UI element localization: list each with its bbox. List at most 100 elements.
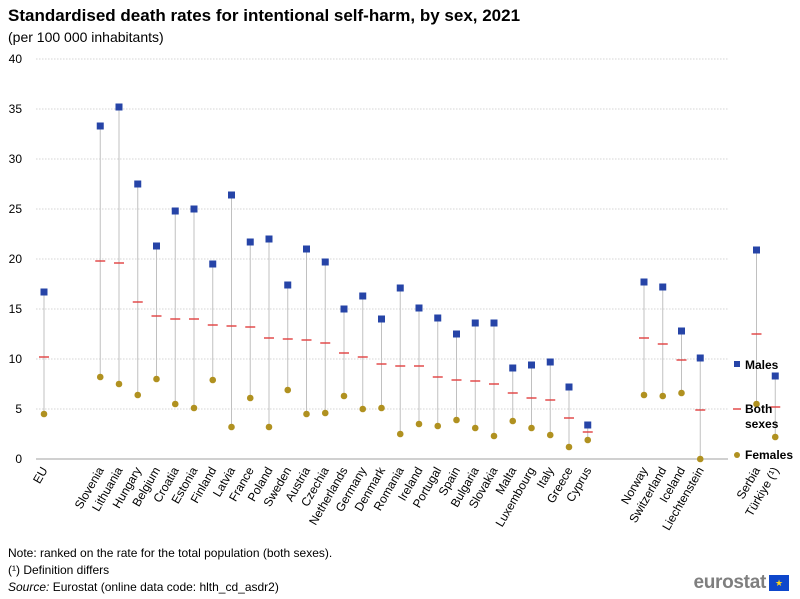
source-label: Source:	[8, 580, 50, 594]
males-point	[771, 372, 779, 380]
males-point	[509, 364, 517, 372]
males-point	[246, 238, 254, 246]
males-point	[115, 103, 123, 111]
males-point	[584, 421, 592, 429]
males-point	[303, 245, 310, 253]
females-point	[471, 424, 479, 432]
males-point	[471, 319, 479, 327]
males-point	[753, 246, 760, 254]
females-point	[40, 410, 48, 418]
males-point	[153, 242, 160, 250]
eu-flag-icon: ★	[769, 575, 789, 591]
males-point	[228, 191, 235, 199]
females-point	[509, 417, 517, 425]
legend-both-label-line1: Both	[745, 402, 772, 416]
females-point	[246, 394, 254, 402]
chart-subtitle: (per 100 000 inhabitants)	[8, 29, 164, 45]
legend-males-label: Males	[745, 358, 779, 372]
dot-plot-chart: 0 5 10 15 20 25 30 35 40 EU SloveniaLithuaniaHung…	[9, 52, 794, 533]
males-point	[659, 283, 667, 291]
females-point	[228, 423, 235, 431]
females-point	[190, 404, 198, 412]
males-point	[640, 278, 648, 286]
males-point	[40, 288, 48, 296]
x-tick-label: EU	[30, 465, 50, 486]
definition-note: (¹) Definition differs	[8, 563, 110, 577]
males-point	[415, 304, 423, 312]
males-point	[359, 292, 367, 300]
y-tick-label-15: 15	[9, 302, 23, 316]
females-point	[209, 376, 217, 384]
females-point	[771, 433, 779, 441]
females-point	[396, 430, 404, 438]
females-point	[659, 392, 667, 400]
y-tick-label-25: 25	[9, 202, 23, 216]
data-marks	[39, 103, 781, 463]
males-point	[396, 284, 404, 292]
footer-notes: Note: ranked on the rate for the total p…	[8, 545, 332, 596]
males-point	[434, 314, 442, 322]
males-point	[340, 305, 348, 313]
y-tick-label-30: 30	[9, 152, 23, 166]
males-point	[565, 383, 573, 391]
y-tick-label-40: 40	[9, 52, 23, 66]
females-point	[153, 375, 160, 383]
females-point	[696, 455, 704, 463]
males-point	[96, 122, 104, 130]
logo-text: eurostat	[693, 572, 766, 593]
chart-title: Standardised death rates for intentional…	[8, 6, 521, 25]
females-point	[584, 436, 592, 444]
females-point	[134, 391, 142, 399]
males-point	[678, 327, 685, 335]
y-tick-label-0: 0	[15, 452, 22, 466]
males-point	[209, 260, 217, 268]
females-point	[434, 422, 442, 430]
males-point	[171, 207, 179, 215]
source-text: Eurostat (online data code: hlth_cd_asdr…	[49, 580, 279, 594]
females-point	[490, 432, 498, 440]
females-point	[753, 400, 760, 408]
females-point	[265, 423, 273, 431]
males-point	[321, 258, 329, 266]
y-axis: 0 5 10 15 20 25 30 35 40	[9, 52, 23, 466]
females-point	[640, 391, 648, 399]
females-point	[378, 404, 385, 412]
males-point	[490, 319, 498, 327]
note-text: Note: ranked on the rate for the total p…	[8, 546, 333, 560]
males-point	[378, 315, 385, 323]
legend: Males Both sexes Females	[733, 358, 793, 462]
males-point	[284, 281, 292, 289]
females-point	[321, 409, 329, 417]
males-point	[190, 205, 198, 213]
females-point	[546, 431, 554, 439]
females-point	[115, 380, 123, 388]
x-axis: EU SloveniaLithuaniaHungaryBelgiumCroatia…	[30, 464, 782, 533]
males-point	[546, 358, 554, 366]
females-point	[359, 405, 367, 413]
range-lines	[43, 107, 776, 459]
legend-both-label-line2: sexes	[745, 417, 779, 431]
females-point	[453, 416, 460, 424]
males-point	[528, 361, 535, 369]
males-point	[134, 180, 142, 188]
eurostat-logo: eurostat ★	[693, 572, 789, 594]
males-point	[696, 354, 704, 362]
males-point	[453, 330, 460, 338]
y-tick-label-10: 10	[9, 352, 23, 366]
females-point	[528, 424, 535, 432]
females-point	[303, 410, 310, 418]
females-point	[415, 420, 423, 428]
grid-lines	[36, 58, 728, 460]
y-tick-label-20: 20	[9, 252, 23, 266]
legend-females-marker	[734, 452, 740, 458]
legend-males-marker	[734, 361, 740, 367]
legend-females-label: Females	[745, 448, 793, 462]
females-point	[565, 443, 573, 451]
females-point	[340, 392, 348, 400]
females-point	[284, 386, 292, 394]
source-line: Source: Eurostat (online data code: hlth…	[8, 579, 332, 596]
females-point	[171, 400, 179, 408]
males-point	[265, 235, 273, 243]
females-point	[678, 389, 685, 397]
y-tick-label-35: 35	[9, 102, 23, 116]
